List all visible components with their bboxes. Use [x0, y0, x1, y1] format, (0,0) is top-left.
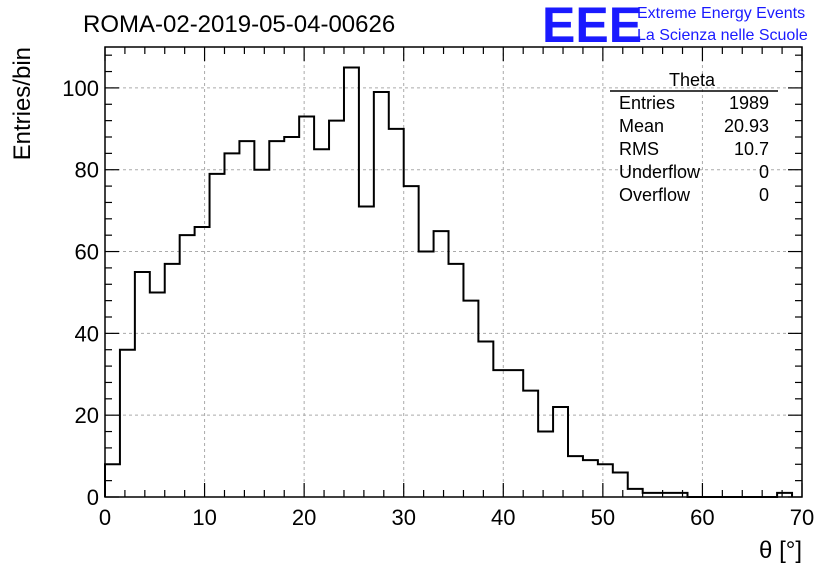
y-tick-labels: 0 20 40 60 80 100 [62, 76, 99, 510]
histogram-bin [404, 186, 419, 497]
y-tick-label: 100 [62, 76, 99, 101]
x-tick-label: 20 [292, 505, 316, 530]
stats-box-title: Theta [669, 70, 716, 90]
histogram-bin [553, 407, 568, 497]
histogram-bin [329, 121, 344, 497]
x-tick-label: 30 [391, 505, 415, 530]
x-tick-label: 0 [99, 505, 111, 530]
y-tick-label: 20 [75, 403, 99, 428]
histogram-bin [463, 301, 478, 497]
chart-title: ROMA-02-2019-05-04-00626 [83, 11, 395, 38]
histogram-bin [419, 252, 434, 497]
stats-row-value: 1989 [729, 93, 769, 113]
histogram-bin [493, 370, 508, 497]
x-axis-ticks [104, 47, 803, 497]
histogram-bin [508, 370, 523, 497]
histogram-bin [583, 460, 598, 497]
histogram-bin [224, 153, 239, 497]
histogram-bin [344, 67, 359, 497]
histogram-step-line [104, 66, 794, 498]
grid [105, 47, 802, 497]
histogram-bin [523, 391, 538, 497]
histogram-bin [210, 174, 225, 497]
x-axis-label: θ [°] [759, 537, 802, 564]
histogram-bin [314, 149, 329, 497]
histogram-bin [135, 272, 150, 497]
histogram-bin [568, 456, 583, 497]
stats-row-label: Underflow [619, 162, 701, 182]
y-tick-label: 60 [75, 240, 99, 265]
y-axis-label: Entries/bin [9, 47, 36, 160]
histogram-bin [150, 292, 165, 497]
y-axis-ticks [105, 54, 802, 498]
x-tick-label: 50 [591, 505, 615, 530]
histogram-bin [598, 464, 613, 497]
y-tick-label: 80 [75, 158, 99, 183]
eee-logo-line1: Extreme Energy Events [637, 5, 805, 22]
histogram-outline [104, 66, 794, 498]
histogram-bin [284, 137, 299, 497]
histogram-bin [359, 207, 374, 497]
eee-logo-text: EEE [542, 0, 642, 53]
x-tick-label: 70 [790, 505, 814, 530]
histogram-bin [195, 227, 210, 497]
x-tick-labels: 0 10 20 30 40 50 60 70 [99, 505, 814, 530]
stats-row-label: Entries [619, 93, 675, 113]
histogram-bin [269, 141, 284, 497]
eee-logo-line2: La Scienza nelle Scuole [637, 27, 808, 44]
histogram-bin [538, 432, 553, 497]
y-tick-label: 40 [75, 321, 99, 346]
histogram-bin [389, 129, 404, 497]
histogram-bin [120, 350, 135, 497]
histogram-bin [374, 92, 389, 497]
histogram-bin [434, 231, 449, 497]
stats-row-value: 0 [759, 185, 769, 205]
stats-rows: Entries 1989 Mean 20.93 RMS 10.7 Underflow 0 Ove… [619, 93, 769, 205]
histogram-bin [613, 472, 628, 497]
histogram-bin [239, 141, 254, 497]
stats-row-label: RMS [619, 139, 659, 159]
histogram-bin [299, 117, 314, 497]
y-tick-label: 0 [87, 485, 99, 510]
stats-row-value: 20.93 [724, 116, 769, 136]
histogram-bin [180, 235, 195, 497]
plot-frame [104, 46, 803, 498]
stats-row-value: 0 [759, 162, 769, 182]
stats-row-value: 10.7 [734, 139, 769, 159]
stats-row-label: Mean [619, 116, 664, 136]
x-tick-label: 40 [491, 505, 515, 530]
histogram-bars [105, 67, 792, 497]
x-tick-label: 10 [192, 505, 216, 530]
stats-row-label: Overflow [619, 185, 691, 205]
histogram-bin [449, 264, 464, 497]
eee-logo: EEE Extreme Energy Events La Scienza nel… [542, 0, 808, 53]
histogram-bin [165, 264, 180, 497]
x-tick-label: 60 [690, 505, 714, 530]
histogram-bin [628, 489, 643, 497]
stats-box: Theta Entries 1989 Mean 20.93 RMS 10.7 Underfl… [610, 70, 778, 205]
histogram-bin [478, 342, 493, 497]
